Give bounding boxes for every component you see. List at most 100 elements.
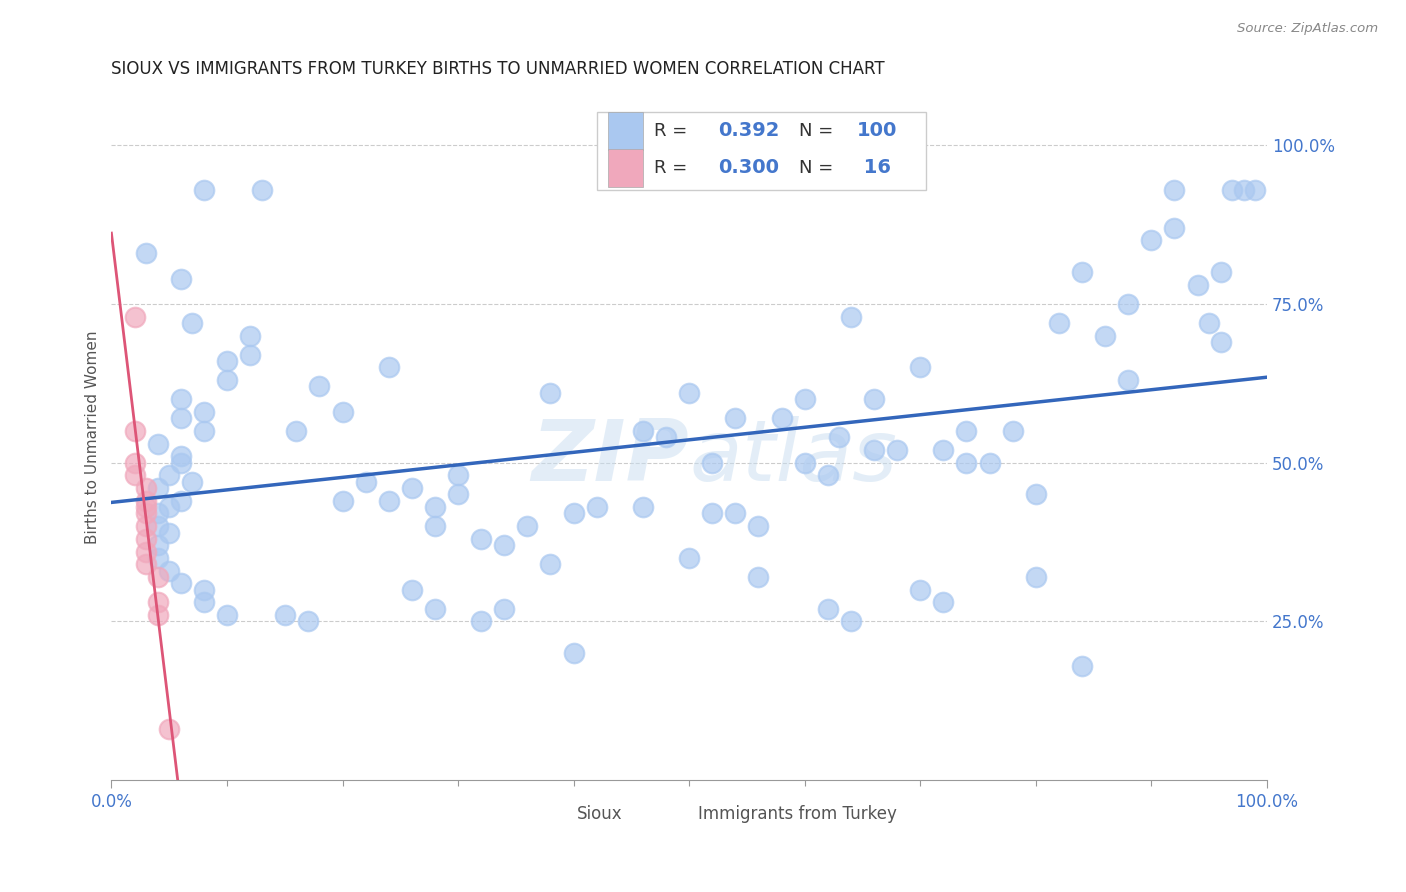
Point <box>401 481 423 495</box>
Point <box>724 411 747 425</box>
FancyBboxPatch shape <box>609 149 643 186</box>
Point <box>979 456 1001 470</box>
Point <box>1198 316 1220 330</box>
Text: R =: R = <box>654 122 693 140</box>
Point <box>308 379 330 393</box>
Point <box>401 582 423 597</box>
Point <box>1209 265 1232 279</box>
Text: N =: N = <box>799 159 839 177</box>
Point <box>157 564 180 578</box>
Point <box>170 456 193 470</box>
Text: 0.392: 0.392 <box>718 121 779 140</box>
Point <box>1187 277 1209 292</box>
Point <box>146 550 169 565</box>
Point <box>170 392 193 407</box>
Text: Immigrants from Turkey: Immigrants from Turkey <box>699 805 897 823</box>
Point <box>1071 265 1094 279</box>
Point <box>828 430 851 444</box>
Point <box>146 507 169 521</box>
Point <box>863 442 886 457</box>
Point <box>135 246 157 260</box>
Point <box>470 532 492 546</box>
Point <box>1163 183 1185 197</box>
Point <box>157 468 180 483</box>
Point <box>1233 183 1256 197</box>
Point <box>1244 183 1267 197</box>
Point <box>377 493 399 508</box>
Point <box>1220 183 1243 197</box>
Point <box>1025 570 1047 584</box>
Point <box>516 519 538 533</box>
Point <box>793 456 815 470</box>
Point <box>332 493 354 508</box>
Point <box>470 615 492 629</box>
Point <box>181 316 204 330</box>
Point <box>157 723 180 737</box>
Point <box>215 608 238 623</box>
Point <box>770 411 793 425</box>
Point <box>932 442 955 457</box>
Point <box>135 544 157 558</box>
Point <box>124 310 146 324</box>
Point <box>170 493 193 508</box>
Point <box>135 519 157 533</box>
Point <box>124 456 146 470</box>
Point <box>702 456 724 470</box>
Point <box>170 411 193 425</box>
FancyBboxPatch shape <box>609 112 643 150</box>
Point <box>817 468 839 483</box>
Point <box>332 405 354 419</box>
Point <box>724 507 747 521</box>
Point <box>447 468 470 483</box>
Text: Sioux: Sioux <box>576 805 623 823</box>
Point <box>124 424 146 438</box>
Point <box>910 360 932 375</box>
Point <box>1116 373 1139 387</box>
Point <box>1163 220 1185 235</box>
Point <box>540 385 562 400</box>
Point <box>285 424 308 438</box>
Point <box>423 500 446 515</box>
Point <box>146 519 169 533</box>
Point <box>377 360 399 375</box>
Point <box>747 519 769 533</box>
Text: atlas: atlas <box>689 417 897 500</box>
Point <box>170 576 193 591</box>
Point <box>146 436 169 450</box>
Text: SIOUX VS IMMIGRANTS FROM TURKEY BIRTHS TO UNMARRIED WOMEN CORRELATION CHART: SIOUX VS IMMIGRANTS FROM TURKEY BIRTHS T… <box>111 60 884 78</box>
Text: Source: ZipAtlas.com: Source: ZipAtlas.com <box>1237 22 1378 36</box>
Point <box>932 595 955 609</box>
Point <box>631 500 654 515</box>
Point <box>124 468 146 483</box>
Point <box>135 481 157 495</box>
Text: 16: 16 <box>856 158 890 178</box>
Point <box>839 615 862 629</box>
Point <box>863 392 886 407</box>
Text: ZIP: ZIP <box>531 417 689 500</box>
FancyBboxPatch shape <box>596 112 927 190</box>
Text: 0.300: 0.300 <box>718 158 779 178</box>
Y-axis label: Births to Unmarried Women: Births to Unmarried Women <box>86 331 100 544</box>
Point <box>702 507 724 521</box>
Point <box>494 601 516 615</box>
Point <box>817 601 839 615</box>
Point <box>678 385 700 400</box>
Point <box>494 538 516 552</box>
Text: 100: 100 <box>856 121 897 140</box>
Point <box>793 392 815 407</box>
Point <box>354 475 377 489</box>
Point <box>910 582 932 597</box>
Point <box>146 481 169 495</box>
Point <box>1047 316 1070 330</box>
Point <box>274 608 297 623</box>
Point <box>239 328 262 343</box>
Point <box>170 450 193 464</box>
Point <box>193 183 215 197</box>
Point <box>1140 234 1163 248</box>
Point <box>1209 334 1232 349</box>
Point <box>181 475 204 489</box>
Point <box>135 493 157 508</box>
Point <box>585 500 607 515</box>
Point <box>1025 487 1047 501</box>
Point <box>678 550 700 565</box>
